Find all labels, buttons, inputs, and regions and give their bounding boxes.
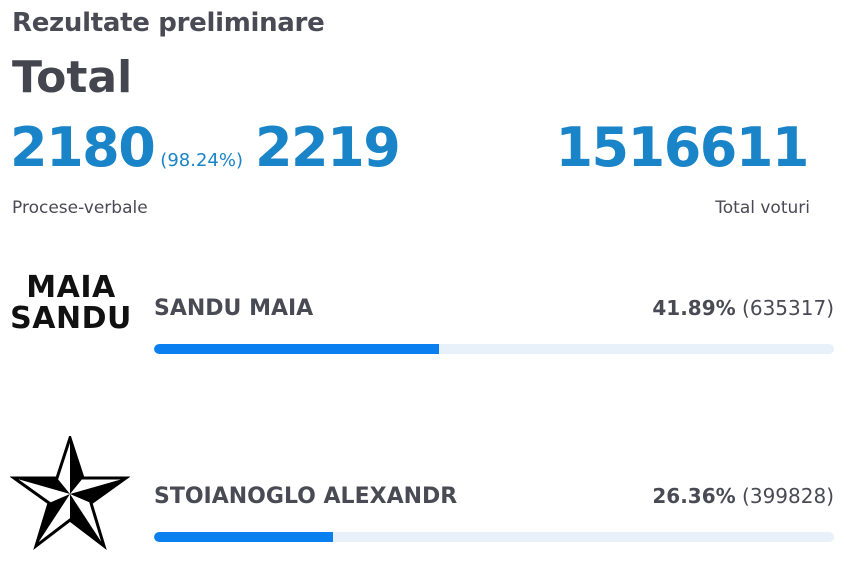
candidate-result: 26.36% (399828) [652,484,834,508]
processed-count: 2180 [10,116,156,179]
candidate-row[interactable]: STOIANOGLO ALEXANDR 26.36% (399828) [0,432,854,552]
protocols-stat: 2180 (98.24%) 2219 [10,116,401,186]
progress-bar [154,532,834,542]
page-heading: Rezultate preliminare [12,8,325,38]
section-title: Total [12,52,133,103]
logo-line: SANDU [10,301,132,336]
star-icon [10,436,130,551]
processed-percent: (98.24%) [160,150,243,171]
candidate-percent: 41.89% [652,296,736,320]
progress-bar [154,344,834,354]
candidate-result: 41.89% (635317) [652,296,834,320]
candidate-percent: 26.36% [652,484,736,508]
candidate-votes: (399828) [742,484,834,508]
progress-bar-fill [154,344,439,354]
candidate-logo: MAIA SANDU [10,272,132,334]
total-votes: 1516611 [555,116,809,179]
candidate-name: SANDU MAIA [154,296,314,321]
total-votes-caption: Total voturi [715,198,810,218]
progress-bar-fill [154,532,334,542]
total-protocols: 2219 [254,116,401,179]
candidate-votes: (635317) [742,296,834,320]
candidate-name: STOIANOGLO ALEXANDR [154,484,458,509]
candidate-row[interactable]: MAIA SANDU SANDU MAIA 41.89% (635317) [0,262,854,372]
processed-caption: Procese-verbale [12,198,148,218]
logo-line: MAIA [26,270,116,305]
